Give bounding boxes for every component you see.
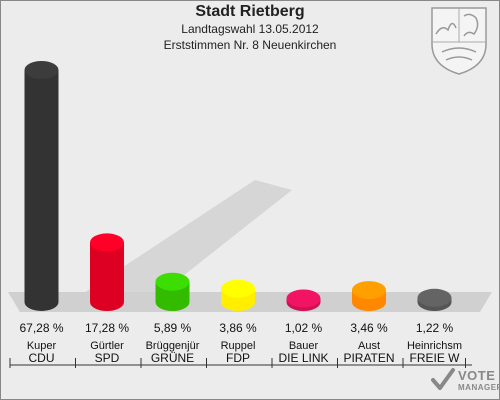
party-label: GRÜNE bbox=[151, 351, 194, 365]
bar-top bbox=[417, 288, 452, 307]
party-label: SPD bbox=[95, 351, 120, 365]
candidate-label: Ruppel bbox=[221, 340, 256, 352]
bar-top bbox=[286, 289, 321, 308]
candidate-label: Gürtler bbox=[90, 340, 124, 352]
value-label: 17,28 % bbox=[85, 321, 129, 335]
bar-top bbox=[352, 281, 386, 300]
bar-top bbox=[24, 61, 59, 79]
bar-cdu bbox=[24, 61, 59, 311]
bar-die-linke bbox=[286, 289, 321, 311]
candidate-label: Brüggenjür bbox=[146, 340, 200, 352]
party-label: CDU bbox=[29, 351, 55, 365]
bar-freie-w-hler bbox=[417, 288, 452, 311]
bar-top bbox=[90, 233, 124, 252]
logo-text-main: VOTE bbox=[458, 368, 496, 383]
value-label: 5,89 % bbox=[154, 321, 192, 335]
value-label: 3,46 % bbox=[350, 321, 388, 335]
background-shading bbox=[70, 180, 292, 302]
chart-title: Stadt Rietberg bbox=[195, 3, 305, 20]
value-label: 67,28 % bbox=[19, 321, 63, 335]
party-label: DIE LINK bbox=[278, 351, 328, 365]
value-label: 1,02 % bbox=[285, 321, 323, 335]
bar-top bbox=[221, 279, 255, 298]
bar-fdp bbox=[221, 279, 255, 311]
candidate-label: Heinrichsm bbox=[407, 340, 462, 352]
bar-spd bbox=[90, 233, 124, 311]
candidate-label: Kuper bbox=[27, 340, 57, 352]
party-label: PIRATEN bbox=[343, 351, 394, 365]
bar-top bbox=[155, 272, 190, 291]
nrw-coat-of-arms-icon bbox=[431, 7, 487, 75]
bar-body bbox=[90, 242, 124, 311]
vote-manager-logo: VOTE MANAGER bbox=[430, 366, 500, 396]
chart-subtitle-election: Landtagswahl 13.05.2012 bbox=[181, 22, 319, 36]
bar-gr-ne bbox=[155, 272, 190, 311]
candidate-label: Aust bbox=[358, 340, 380, 352]
bar-body bbox=[24, 70, 59, 311]
value-label: 3,86 % bbox=[219, 321, 257, 335]
bar-piraten bbox=[352, 281, 386, 311]
checkmark-icon bbox=[431, 368, 455, 390]
party-label: FDP bbox=[226, 351, 250, 365]
value-label: 1,22 % bbox=[416, 321, 454, 335]
chart-subtitle-district: Erststimmen Nr. 8 Neuenkirchen bbox=[163, 38, 337, 52]
candidate-label: Bauer bbox=[289, 340, 319, 352]
party-label: FREIE W bbox=[410, 351, 461, 365]
logo-text-sub: MANAGER bbox=[458, 383, 500, 392]
